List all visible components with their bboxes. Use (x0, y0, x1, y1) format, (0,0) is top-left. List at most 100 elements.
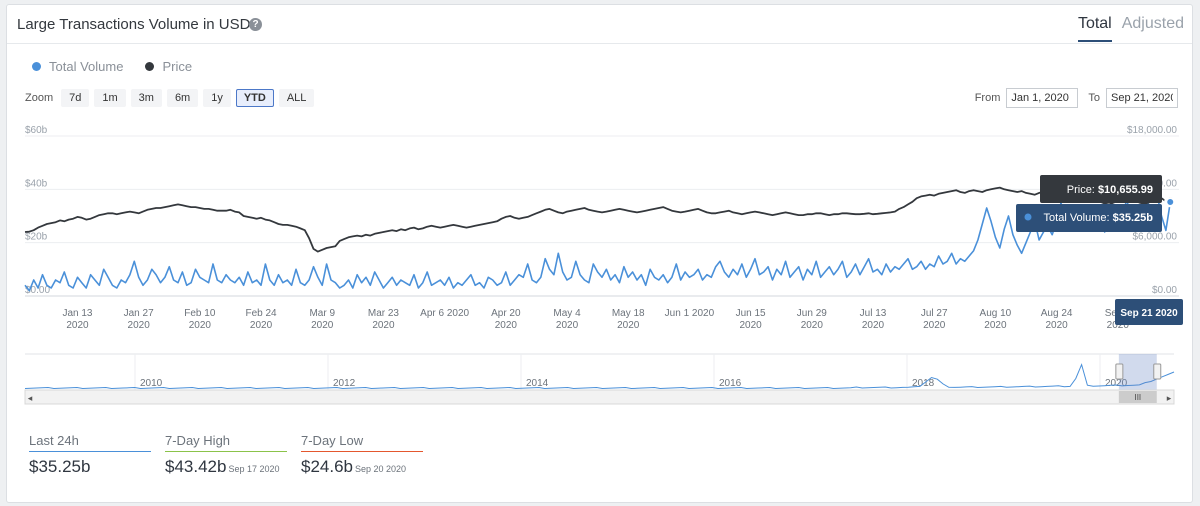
zoom-label: Zoom (25, 92, 54, 104)
x-tick-label: Apr 6 2020 (420, 308, 469, 319)
stat-last-24h: Last 24h $35.25b (29, 433, 151, 477)
x-tick-label: Jun 29 (797, 308, 827, 319)
navigator-year-label: 2016 (719, 378, 742, 389)
zoom-1y-button[interactable]: 1y (203, 89, 231, 107)
navigator-series-line (24, 363, 1175, 390)
navigator-selection (1118, 354, 1157, 390)
x-tick-label: Jan 13 (62, 308, 92, 319)
stat-7day-high-date: Sep 17 2020 (228, 464, 280, 474)
date-range: From To (975, 88, 1178, 108)
x-tick-label: May 4 (553, 308, 581, 319)
x-tick-label: 2020 (984, 320, 1007, 331)
navigator-year-label: 2012 (333, 378, 356, 389)
price-tooltip-text: Price: $10,655.99 (1067, 184, 1153, 196)
x-tick-label: 2020 (739, 320, 762, 331)
y-right-tick-label: $18,000.00 (1127, 125, 1177, 136)
scrollbar-right-arrow-icon[interactable]: ▸ (1167, 393, 1172, 403)
volume-tooltip-text: Total Volume: $35.25b (1044, 212, 1154, 224)
x-tick-label: Feb 24 (245, 308, 277, 319)
x-tick-label: 2020 (556, 320, 579, 331)
total-adjusted-tabs: Total Adjusted (1077, 15, 1184, 42)
stat-7day-high: 7-Day High $43.42b Sep 17 2020 (165, 433, 287, 477)
y-left-tick-label: $20b (25, 232, 48, 243)
to-label: To (1088, 92, 1100, 104)
x-tick-label: 2020 (801, 320, 824, 331)
y-left-tick-label: $0.00 (25, 285, 50, 296)
stat-7day-high-value: $43.42b (165, 457, 227, 476)
scrollbar-track[interactable] (24, 389, 1175, 405)
tab-total[interactable]: Total (1077, 15, 1112, 42)
navigator-year-label: 2010 (140, 378, 163, 389)
stat-7day-low: 7-Day Low $24.6b Sep 20 2020 (301, 433, 423, 477)
volume-tooltip-label: Total Volume: (1044, 212, 1113, 224)
volume-hover-marker (1165, 197, 1176, 207)
x-tick-label: 2020 (250, 320, 273, 331)
zoom-1m-button[interactable]: 1m (94, 89, 126, 107)
x-tick-label: Mar 9 (309, 308, 335, 319)
from-date-input[interactable] (1006, 88, 1079, 108)
legend-price-dot (145, 62, 155, 71)
zoom-6m-button[interactable]: 6m (166, 89, 199, 107)
x-tick-label: Jun 1 2020 (665, 308, 715, 319)
x-tick-label: Feb 10 (184, 308, 216, 319)
zoom-7d-button[interactable]: 7d (61, 89, 90, 107)
price-series-line (24, 186, 1167, 253)
x-tick-label: May 18 (612, 308, 645, 319)
navigator-left-handle[interactable] (1115, 363, 1124, 380)
stat-last-24h-label: Last 24h (29, 433, 151, 452)
x-tick-label: 2020 (372, 320, 395, 331)
date-tooltip-box (1115, 299, 1183, 325)
stat-last-24h-value-row: $35.25b (29, 457, 151, 477)
tab-adjusted[interactable]: Adjusted (1121, 15, 1184, 32)
x-tick-label: Jun 15 (736, 308, 766, 319)
volume-series-line (24, 180, 1172, 292)
legend-item-volume[interactable]: Total Volume (32, 59, 123, 74)
stat-last-24h-value: $35.25b (29, 457, 91, 476)
x-tick-label: 2020 (311, 320, 334, 331)
x-tick-label: 2020 (495, 320, 518, 331)
chart-title: Large Transactions Volume in USD (17, 16, 251, 33)
chart-canvas[interactable]: $0.00$0.00$20b$6,000.00$40b$12,000.00$60… (7, 5, 1192, 502)
stat-7day-high-value-row: $43.42b Sep 17 2020 (165, 457, 287, 477)
navigator-right-handle[interactable] (1153, 363, 1162, 380)
zoom-ytd-button[interactable]: YTD (235, 89, 274, 107)
to-date-input[interactable] (1106, 88, 1178, 108)
stat-7day-low-label: 7-Day Low (301, 433, 423, 452)
x-tick-label: Aug 24 (1041, 308, 1073, 319)
price-tooltip-label: Price: (1067, 184, 1098, 196)
x-tick-label: Jul 13 (860, 308, 887, 319)
x-tick-label: Jul 27 (921, 308, 948, 319)
zoom-controls: Zoom 7d 1m 3m 6m 1y YTD ALL (25, 89, 319, 107)
x-tick-label: 2020 (1107, 320, 1130, 331)
scrollbar-grip-icon: III (1134, 393, 1141, 402)
legend-item-price[interactable]: Price (145, 59, 192, 74)
x-tick-label: 2020 (617, 320, 640, 331)
scrollbar-left-arrow-icon[interactable]: ◂ (28, 393, 33, 403)
volume-tooltip-dot (1024, 213, 1032, 221)
chart-card: Large Transactions Volume in USD ? Total… (6, 4, 1193, 503)
scrollbar-thumb[interactable] (1118, 391, 1157, 403)
x-tick-label: 2020 (189, 320, 212, 331)
price-tooltip-value: $10,655.99 (1098, 184, 1153, 196)
zoom-3m-button[interactable]: 3m (130, 89, 162, 107)
stat-7day-low-value-row: $24.6b Sep 20 2020 (301, 457, 423, 477)
x-tick-label: Jan 27 (124, 308, 154, 319)
x-tick-label: 2020 (128, 320, 151, 331)
header-divider (7, 43, 1192, 44)
x-tick-label: Mar 23 (368, 308, 400, 319)
y-right-tick-label: $0.00 (1152, 285, 1177, 296)
y-left-tick-label: $60b (25, 125, 48, 136)
legend-volume-dot (32, 62, 41, 71)
y-right-tick-label: $6,000.00 (1133, 232, 1178, 243)
navigator-year-label: 2020 (1105, 378, 1128, 389)
chart-legend: Total Volume Price (32, 59, 192, 74)
x-tick-label: 2020 (923, 320, 946, 331)
volume-tooltip-value: $35.25b (1113, 212, 1154, 224)
from-label: From (974, 92, 1001, 104)
stat-7day-low-date: Sep 20 2020 (355, 464, 407, 474)
legend-volume-label: Total Volume (49, 59, 124, 74)
stat-7day-high-label: 7-Day High (165, 433, 287, 452)
help-icon[interactable]: ? (249, 18, 262, 31)
zoom-all-button[interactable]: ALL (278, 89, 315, 107)
date-tooltip-text: Sep 21 2020 (1120, 308, 1178, 319)
